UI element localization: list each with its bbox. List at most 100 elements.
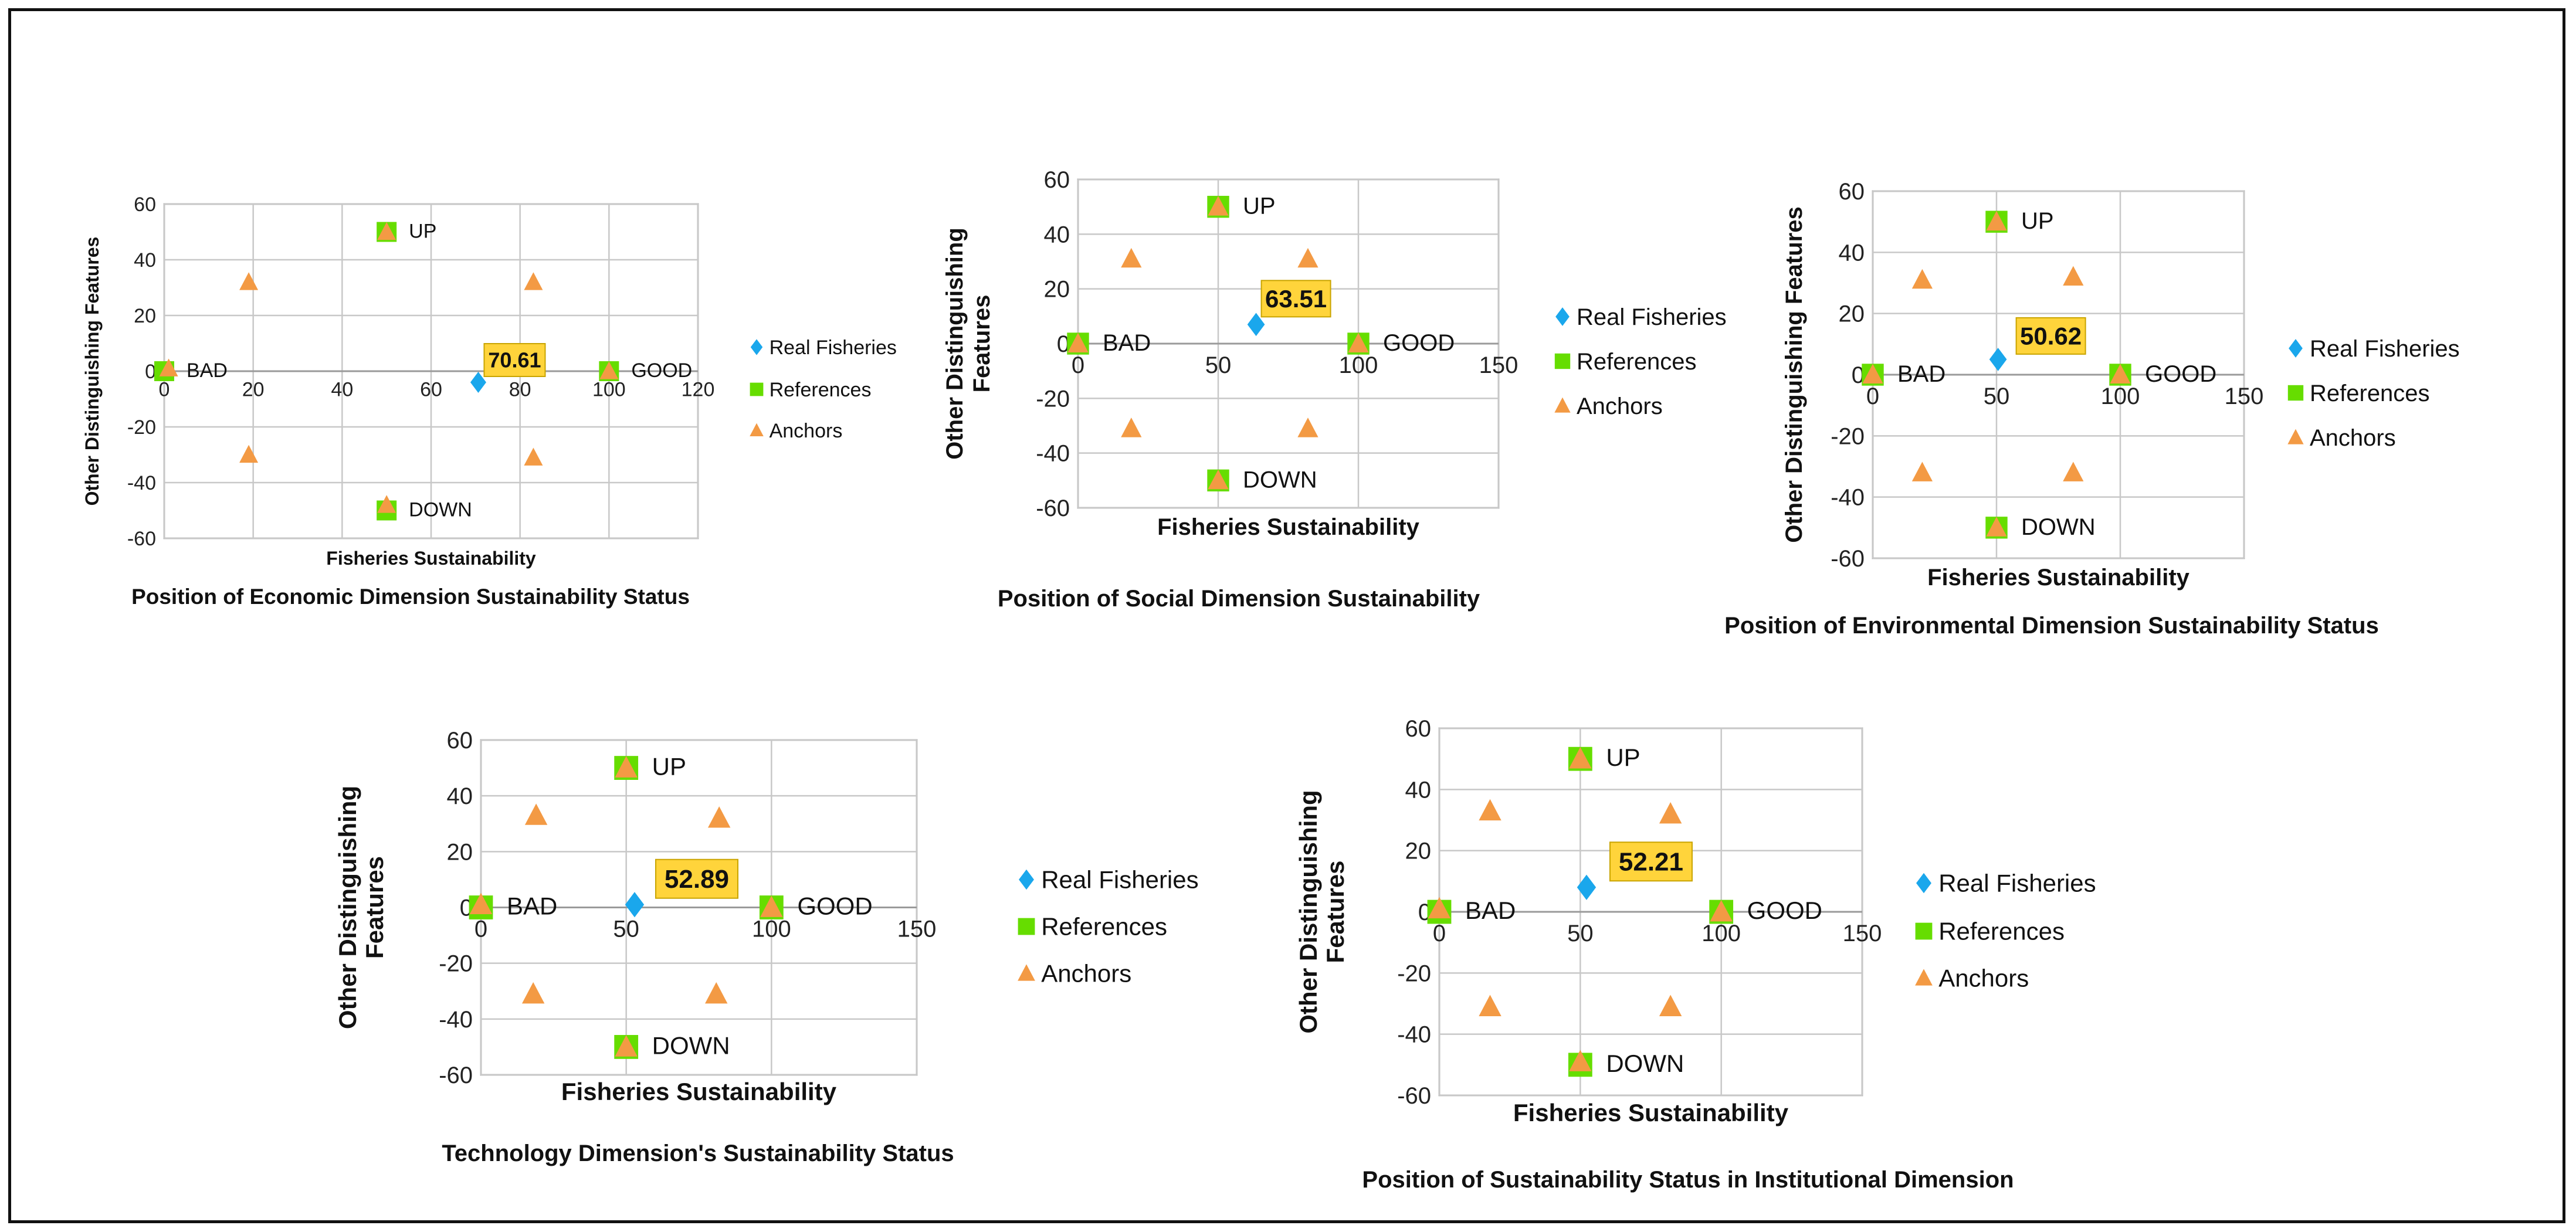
legend-label: Anchors xyxy=(2310,425,2396,451)
point-annotation-bad: BAD xyxy=(187,359,228,382)
y-axis-title-line: Features xyxy=(361,856,388,959)
y-tick-label: 0 xyxy=(145,361,156,383)
anchors-point xyxy=(469,892,493,915)
x-tick-label: 80 xyxy=(509,379,531,401)
real-fisheries-point xyxy=(470,372,486,393)
legend-marker-real-fisheries xyxy=(1555,307,1570,326)
point-annotation-down: DOWN xyxy=(409,499,472,521)
real-fisheries-point xyxy=(625,892,645,918)
legend-marker-anchors xyxy=(750,423,764,437)
legend-label: Anchors xyxy=(1577,393,1663,419)
anchors-point xyxy=(707,806,731,828)
y-tick-label: 40 xyxy=(134,249,156,271)
x-tick-label: 40 xyxy=(331,379,353,401)
x-tick-label: 150 xyxy=(897,917,937,942)
point-annotation-good: GOOD xyxy=(2145,361,2216,387)
x-tick-label: 100 xyxy=(592,379,626,401)
point-annotation-good: GOOD xyxy=(631,359,692,382)
anchors-point xyxy=(1067,332,1089,352)
anchors-point xyxy=(524,447,543,466)
x-tick-label: 20 xyxy=(242,379,265,401)
anchors-point xyxy=(1911,269,1933,289)
anchors-point xyxy=(377,495,396,513)
point-annotation-down: DOWN xyxy=(1243,467,1317,493)
legend-label: References xyxy=(2310,381,2430,406)
value-callout-label: 52.21 xyxy=(1619,848,1683,877)
x-tick-label: 0 xyxy=(159,379,170,401)
x-tick-label: 100 xyxy=(2101,383,2140,409)
y-axis-title: Other DistinguishingFeatures xyxy=(1294,790,1349,1033)
anchors-point xyxy=(1479,799,1501,821)
legend-marker-real-fisheries xyxy=(1019,869,1034,890)
anchors-point xyxy=(1428,897,1451,919)
point-annotation-bad: BAD xyxy=(507,892,557,920)
anchors-point xyxy=(1569,1050,1592,1071)
x-tick-label: 0 xyxy=(474,917,487,942)
y-axis-title: Other DistinguishingFeatures xyxy=(334,786,388,1029)
y-tick-label: -20 xyxy=(127,416,156,439)
anchors-point xyxy=(377,222,396,240)
legend-marker-anchors xyxy=(1554,397,1571,413)
anchors-point xyxy=(1911,461,1933,481)
x-tick-label: 50 xyxy=(1984,383,2010,409)
x-tick-label: 0 xyxy=(1072,352,1084,378)
anchors-point xyxy=(239,272,259,290)
chart-caption: Position of Environmental Dimension Sust… xyxy=(1724,613,2379,639)
point-annotation-bad: BAD xyxy=(1465,897,1516,924)
anchors-point xyxy=(1986,211,2007,231)
y-tick-label: -20 xyxy=(439,951,473,977)
anchors-point xyxy=(524,803,548,825)
point-annotation-good: GOOD xyxy=(1383,330,1455,356)
x-axis-title: Fisheries Sustainability xyxy=(1513,1099,1789,1126)
point-annotation-up: UP xyxy=(652,753,686,780)
point-annotation-good: GOOD xyxy=(1747,897,1822,924)
legend-label: Real Fisheries xyxy=(770,337,897,359)
x-axis-title: Fisheries Sustainability xyxy=(1927,565,2190,590)
anchors-point xyxy=(239,444,259,463)
anchors-point xyxy=(1710,900,1733,922)
point-annotation-up: UP xyxy=(409,220,436,243)
legend-marker-references xyxy=(1018,918,1035,935)
y-axis-title-line: Other Distinguishing Features xyxy=(82,237,103,506)
x-tick-label: 0 xyxy=(1866,383,1879,409)
anchors-point xyxy=(159,358,178,376)
y-tick-label: 60 xyxy=(134,194,156,216)
value-callout-box xyxy=(483,343,546,377)
y-tick-label: 60 xyxy=(447,728,473,754)
x-axis-title: Fisheries Sustainability xyxy=(326,548,536,569)
y-tick-label: 20 xyxy=(1839,301,1865,327)
point-annotation-up: UP xyxy=(1243,194,1276,219)
value-callout-box xyxy=(655,858,738,899)
chart-caption: Position of Sustainability Status in Ins… xyxy=(1362,1167,2014,1193)
legend-label: Anchors xyxy=(1938,965,2029,992)
x-tick-label: 150 xyxy=(2225,383,2264,409)
legend-marker-references xyxy=(750,382,764,396)
anchors-point xyxy=(1862,364,1883,383)
anchors-point xyxy=(760,895,783,917)
x-tick-label: 50 xyxy=(1205,352,1232,378)
y-tick-label: -60 xyxy=(1831,546,1865,572)
legend-marker-references xyxy=(2287,385,2304,401)
point-annotation-up: UP xyxy=(1606,744,1640,771)
legend-marker-references xyxy=(1554,353,1571,369)
x-tick-label: 0 xyxy=(1433,921,1446,946)
legend-label: Real Fisheries xyxy=(1577,304,1727,330)
legend-marker-anchors xyxy=(2287,429,2304,444)
x-axis-title: Fisheries Sustainability xyxy=(1157,514,1420,540)
y-tick-label: 0 xyxy=(1852,362,1865,388)
legend-label: References xyxy=(1938,918,2065,945)
y-tick-label: -60 xyxy=(127,528,156,550)
anchors-point xyxy=(615,1035,638,1057)
y-axis-title: Other Distinguishing Features xyxy=(1781,206,1807,542)
y-axis-title-line: Features xyxy=(1321,860,1349,963)
legend-marker-references xyxy=(1915,922,1933,940)
legend-marker-real-fisheries xyxy=(750,339,763,355)
chart-caption: Technology Dimension's Sustainability St… xyxy=(442,1141,954,1166)
y-tick-label: 40 xyxy=(1839,240,1865,266)
y-tick-label: -40 xyxy=(127,472,156,494)
y-tick-label: 20 xyxy=(1405,839,1432,864)
